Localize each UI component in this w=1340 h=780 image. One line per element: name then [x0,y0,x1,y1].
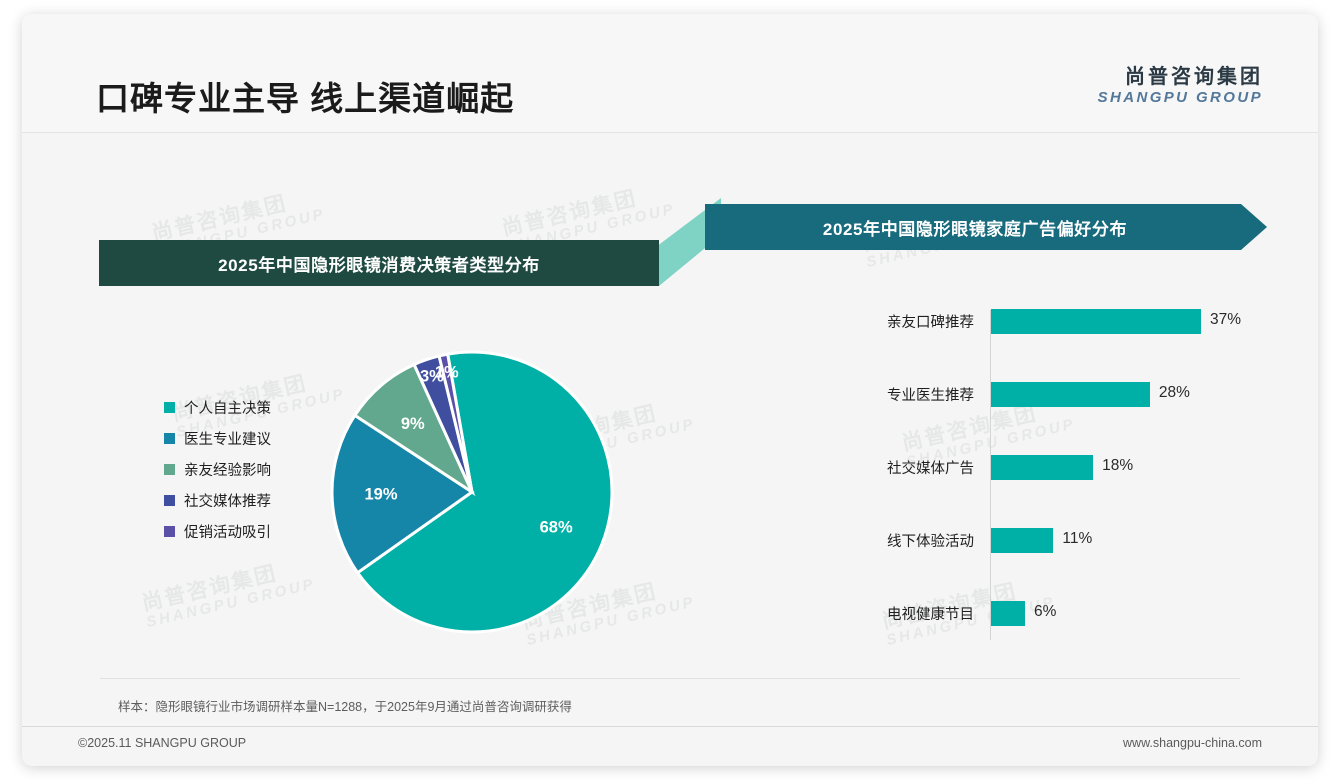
brand-logo: 尚普咨询集团 SHANGPU GROUP [1098,66,1263,107]
bar-chart-row[interactable]: 专业医生推荐 28% [722,377,1282,411]
pie-slice-label: 9% [401,415,425,433]
footer-website[interactable]: www.shangpu-china.com [1123,736,1262,750]
pie-slice[interactable] [437,352,474,493]
pie-chart-panel: 个人自主决策 医生专业建议 亲友经验影响 社交媒体推荐 促销活动吸引 68% 19% 9% 3… [122,324,642,654]
pie-legend-item[interactable]: 社交媒体推荐 [164,485,314,516]
bar-value-label: 18% [1102,457,1134,474]
pie-legend-swatch [164,526,175,537]
watermark-cn: 尚普咨询集团 [149,191,290,246]
pie-chart-graphic: 68% 19% 9% 3%1% [330,350,614,634]
bar-chart-axis-line [990,310,991,640]
pie-slice-label: 68% [540,519,573,537]
pie-legend-label: 社交媒体推荐 [184,494,271,510]
pie-legend-item[interactable]: 亲友经验影响 [164,454,314,485]
page-title: 口碑专业主导 线上渠道崛起 [96,80,515,117]
pie-slice-label: 19% [364,486,397,504]
watermark-cn: 尚普咨询集团 [499,186,640,241]
bar-chart-row[interactable]: 亲友口碑推荐 37% [722,304,1282,338]
bar-chart-row[interactable]: 电视健康节目 6% [722,596,1282,630]
footnote-text: 样本：隐形眼镜行业市场调研样本量N=1288，于2025年9月通过尚普咨询调研获… [118,700,572,714]
pie-legend-label: 医生专业建议 [184,432,271,448]
pie-legend-swatch [164,495,175,506]
pie-legend-item[interactable]: 促销活动吸引 [164,516,314,547]
pie-legend-item[interactable]: 个人自主决策 [164,392,314,423]
chart-banner-left: 2025年中国隐形眼镜消费决策者类型分布 [99,240,659,286]
bar-category-label: 电视健康节目 [887,606,974,623]
bar-value-label: 37% [1210,311,1242,328]
logo-cn-text: 尚普咨询集团 [1125,66,1263,88]
bar-fill[interactable] [991,528,1054,553]
pie-legend-label: 个人自主决策 [184,401,271,417]
bar-value-label: 6% [1034,603,1057,620]
pie-legend-label: 促销活动吸引 [184,525,271,541]
pie-slice[interactable] [330,413,475,575]
pie-slice-label: 1% [435,363,459,381]
pie-legend: 个人自主决策 医生专业建议 亲友经验影响 社交媒体推荐 促销活动吸引 [164,392,314,547]
pie-legend-swatch [164,433,175,444]
bar-fill[interactable] [991,382,1150,407]
header-band [22,14,1318,133]
bar-fill[interactable] [991,309,1201,334]
footer-divider [22,726,1318,727]
bar-category-label: 社交媒体广告 [887,460,974,477]
slide-canvas: 尚普咨询集团 SHANGPU GROUP 尚普咨询集团 SHANGPU GROU… [22,14,1318,766]
chart-banner-right-label: 2025年中国隐形眼镜家庭广告偏好分布 [822,219,1128,239]
pie-slice-label: 3% [420,368,444,386]
footnote-divider [100,678,1240,679]
bar-chart-panel: 亲友口碑推荐 37% 专业医生推荐 28% 社交媒体广告 18% 线下体验活动 11% 电视健康… [722,304,1282,654]
pie-slice[interactable] [352,362,476,497]
bar-fill[interactable] [991,601,1026,626]
pie-legend-swatch [164,464,175,475]
pie-slice[interactable] [355,350,614,634]
bar-category-label: 专业医生推荐 [887,387,974,404]
pie-legend-item[interactable]: 医生专业建议 [164,423,314,454]
bar-chart-row[interactable]: 社交媒体广告 18% [722,450,1282,484]
footer-copyright: ©2025.11 SHANGPU GROUP [78,736,247,750]
bar-category-label: 亲友口碑推荐 [887,314,974,331]
bar-fill[interactable] [991,455,1094,480]
bar-chart-row[interactable]: 线下体验活动 11% [722,523,1282,557]
bar-value-label: 28% [1158,384,1190,401]
pie-legend-label: 亲友经验影响 [184,463,271,479]
bar-value-label: 11% [1062,530,1093,547]
pie-legend-swatch [164,402,175,413]
logo-en-text: SHANGPU GROUP [1097,89,1263,106]
chart-banner-left-label: 2025年中国隐形眼镜消费决策者类型分布 [218,255,540,275]
bar-category-label: 线下体验活动 [887,533,974,550]
chart-banner-right: 2025年中国隐形眼镜家庭广告偏好分布 [705,204,1267,250]
